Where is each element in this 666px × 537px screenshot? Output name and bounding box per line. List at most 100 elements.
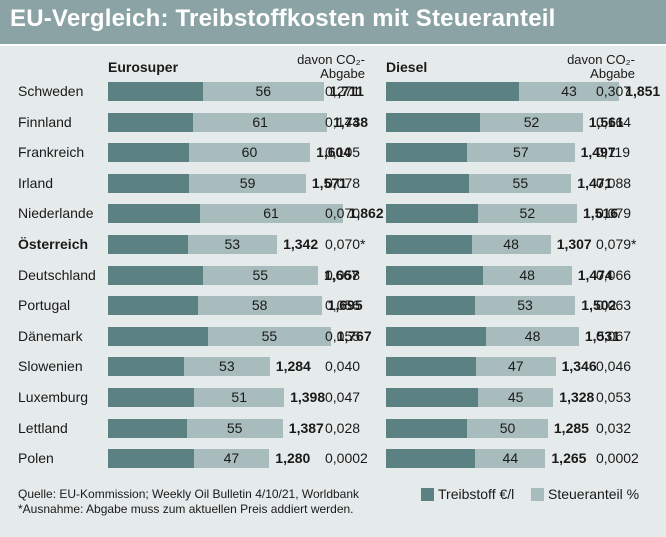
eurosuper-tax-segment [199,204,343,224]
eurosuper-fuel-segment [108,82,203,101]
diesel-tax-label: 52 [523,113,540,130]
diesel-tax-label: 48 [524,327,541,344]
eurosuper-tax-label: 55 [226,419,243,436]
eurosuper-co2-value: 0,056 [325,297,361,314]
eurosuper-price-label: 1,280 [275,450,311,467]
country-label: Schweden [18,83,84,99]
eurosuper-tax-label: 61 [252,113,268,130]
diesel-price-label: 1,265 [551,450,587,467]
eurosuper-tax-segment [202,82,324,101]
diesel-tax-label: 48 [503,236,519,252]
eurosuper-fuel-segment [108,235,188,254]
diesel-fuel-segment [386,296,475,316]
eurosuper-price-label: 1,862 [348,205,384,222]
eurosuper-price-label: 1,695 [327,297,363,314]
eurosuper-header: Eurosuper [108,59,179,75]
co2-header-line1: davon CO₂- [297,52,365,67]
eurosuper-price-label: 1,738 [333,113,369,130]
country-label: Österreich [18,236,89,252]
diesel-price-label: 1,561 [588,113,624,130]
eurosuper-co2-header: davon CO₂- Abgabe [270,53,365,81]
eurosuper-tax-label: 58 [251,297,268,314]
diesel-fuel-segment [386,357,476,377]
eurosuper-tax-label: 47 [223,450,240,467]
title-divider [0,44,666,46]
diesel-fuel-segment [386,204,478,224]
eurosuper-fuel-segment [108,265,203,285]
eurosuper-co2-value: 0,0002 [325,450,368,467]
diesel-co2-value: 0,119 [596,144,630,161]
eurosuper-co2-value: 0,028 [325,419,361,436]
country-label: Finnland [18,113,72,130]
diesel-tax-segment [482,265,572,285]
co2-header-line2: Abgabe [320,66,365,81]
diesel-co2-value: 0,053 [596,389,632,405]
eurosuper-price-label: 1,571 [311,174,347,191]
country-label: Deutschland [18,266,96,283]
eurosuper-fuel-segment [108,296,198,316]
diesel-co2-value: 0,079 [596,205,632,222]
eurosuper-tax-label: 60 [241,144,258,161]
eurosuper-price-label: 1,342 [283,236,319,252]
diesel-tax-segment [475,449,546,469]
diesel-tax-segment [467,418,548,438]
eurosuper-fuel-segment [108,112,194,132]
eurosuper-tax-segment [184,357,270,377]
diesel-price-label: 1,497 [580,144,616,161]
eurosuper-tax-segment [202,265,318,285]
legend-tax-swatch [531,488,544,501]
eurosuper-tax-segment [193,449,270,469]
diesel-tax-segment [474,296,576,316]
legend-tax-label: Steueranteil % [548,486,640,502]
eurosuper-price-label: 1,398 [290,389,326,405]
eurosuper-price-label: 1,604 [316,144,352,161]
diesel-tax-label: 44 [502,450,519,467]
exception-note: *Ausnahme: Abgabe muss zum aktuellen Pre… [18,502,354,516]
diesel-price-label: 1,531 [584,327,620,344]
diesel-co2-header: davon CO₂- Abgabe [540,53,635,81]
chart-title: EU-Vergleich: Treibstoffkosten mit Steue… [10,5,556,32]
diesel-price-label: 1,471 [577,174,613,191]
diesel-co2-value: 0,032 [596,419,632,436]
eurosuper-fuel-segment [108,449,194,469]
diesel-co2-value: 0,063 [596,297,632,314]
eurosuper-co2-value: 0,055 [325,327,361,344]
eurosuper-co2-value: 0,070 [325,205,361,222]
eurosuper-fuel-segment [108,418,187,438]
diesel-price-label: 1,307 [556,236,592,252]
country-label: Slowenien [18,358,83,375]
eurosuper-price-label: 1,284 [275,358,311,375]
country-label: Polen [18,450,54,467]
diesel-fuel-segment [386,388,478,407]
eurosuper-co2-value: 0,105 [325,144,361,161]
diesel-fuel-segment [386,173,470,193]
diesel-fuel-segment [386,235,472,254]
diesel-tax-label: 52 [519,205,536,222]
diesel-tax-segment [486,326,579,346]
country-label: Portugal [18,297,71,314]
eurosuper-tax-label: 56 [255,83,272,99]
eurosuper-price-label: 1,711 [329,83,364,99]
eurosuper-price-label: 1,767 [336,327,372,344]
diesel-co2-value: 0,164 [596,113,632,130]
diesel-co2-value: 0,088 [596,174,632,191]
diesel-tax-segment [518,82,620,101]
diesel-tax-label: 47 [507,358,524,375]
eurosuper-tax-segment [188,143,311,163]
diesel-tax-label: 48 [519,266,535,283]
eurosuper-fuel-segment [108,173,190,193]
country-label: Luxemburg [18,389,89,405]
eurosuper-co2-value: 0,047 [325,389,361,405]
eurosuper-fuel-segment [108,143,189,163]
eurosuper-tax-label: 55 [261,327,278,344]
legend-fuel-swatch [421,488,434,501]
eurosuper-tax-segment [208,326,331,346]
eurosuper-fuel-segment [108,326,209,346]
diesel-co2-value: 0,079* [596,236,637,252]
eurosuper-tax-segment [187,235,278,254]
diesel-fuel-segment [386,418,467,438]
eurosuper-tax-segment [189,173,306,193]
country-label: Frankreich [18,144,85,161]
diesel-tax-label: 45 [507,389,524,405]
eurosuper-tax-segment [186,418,283,438]
